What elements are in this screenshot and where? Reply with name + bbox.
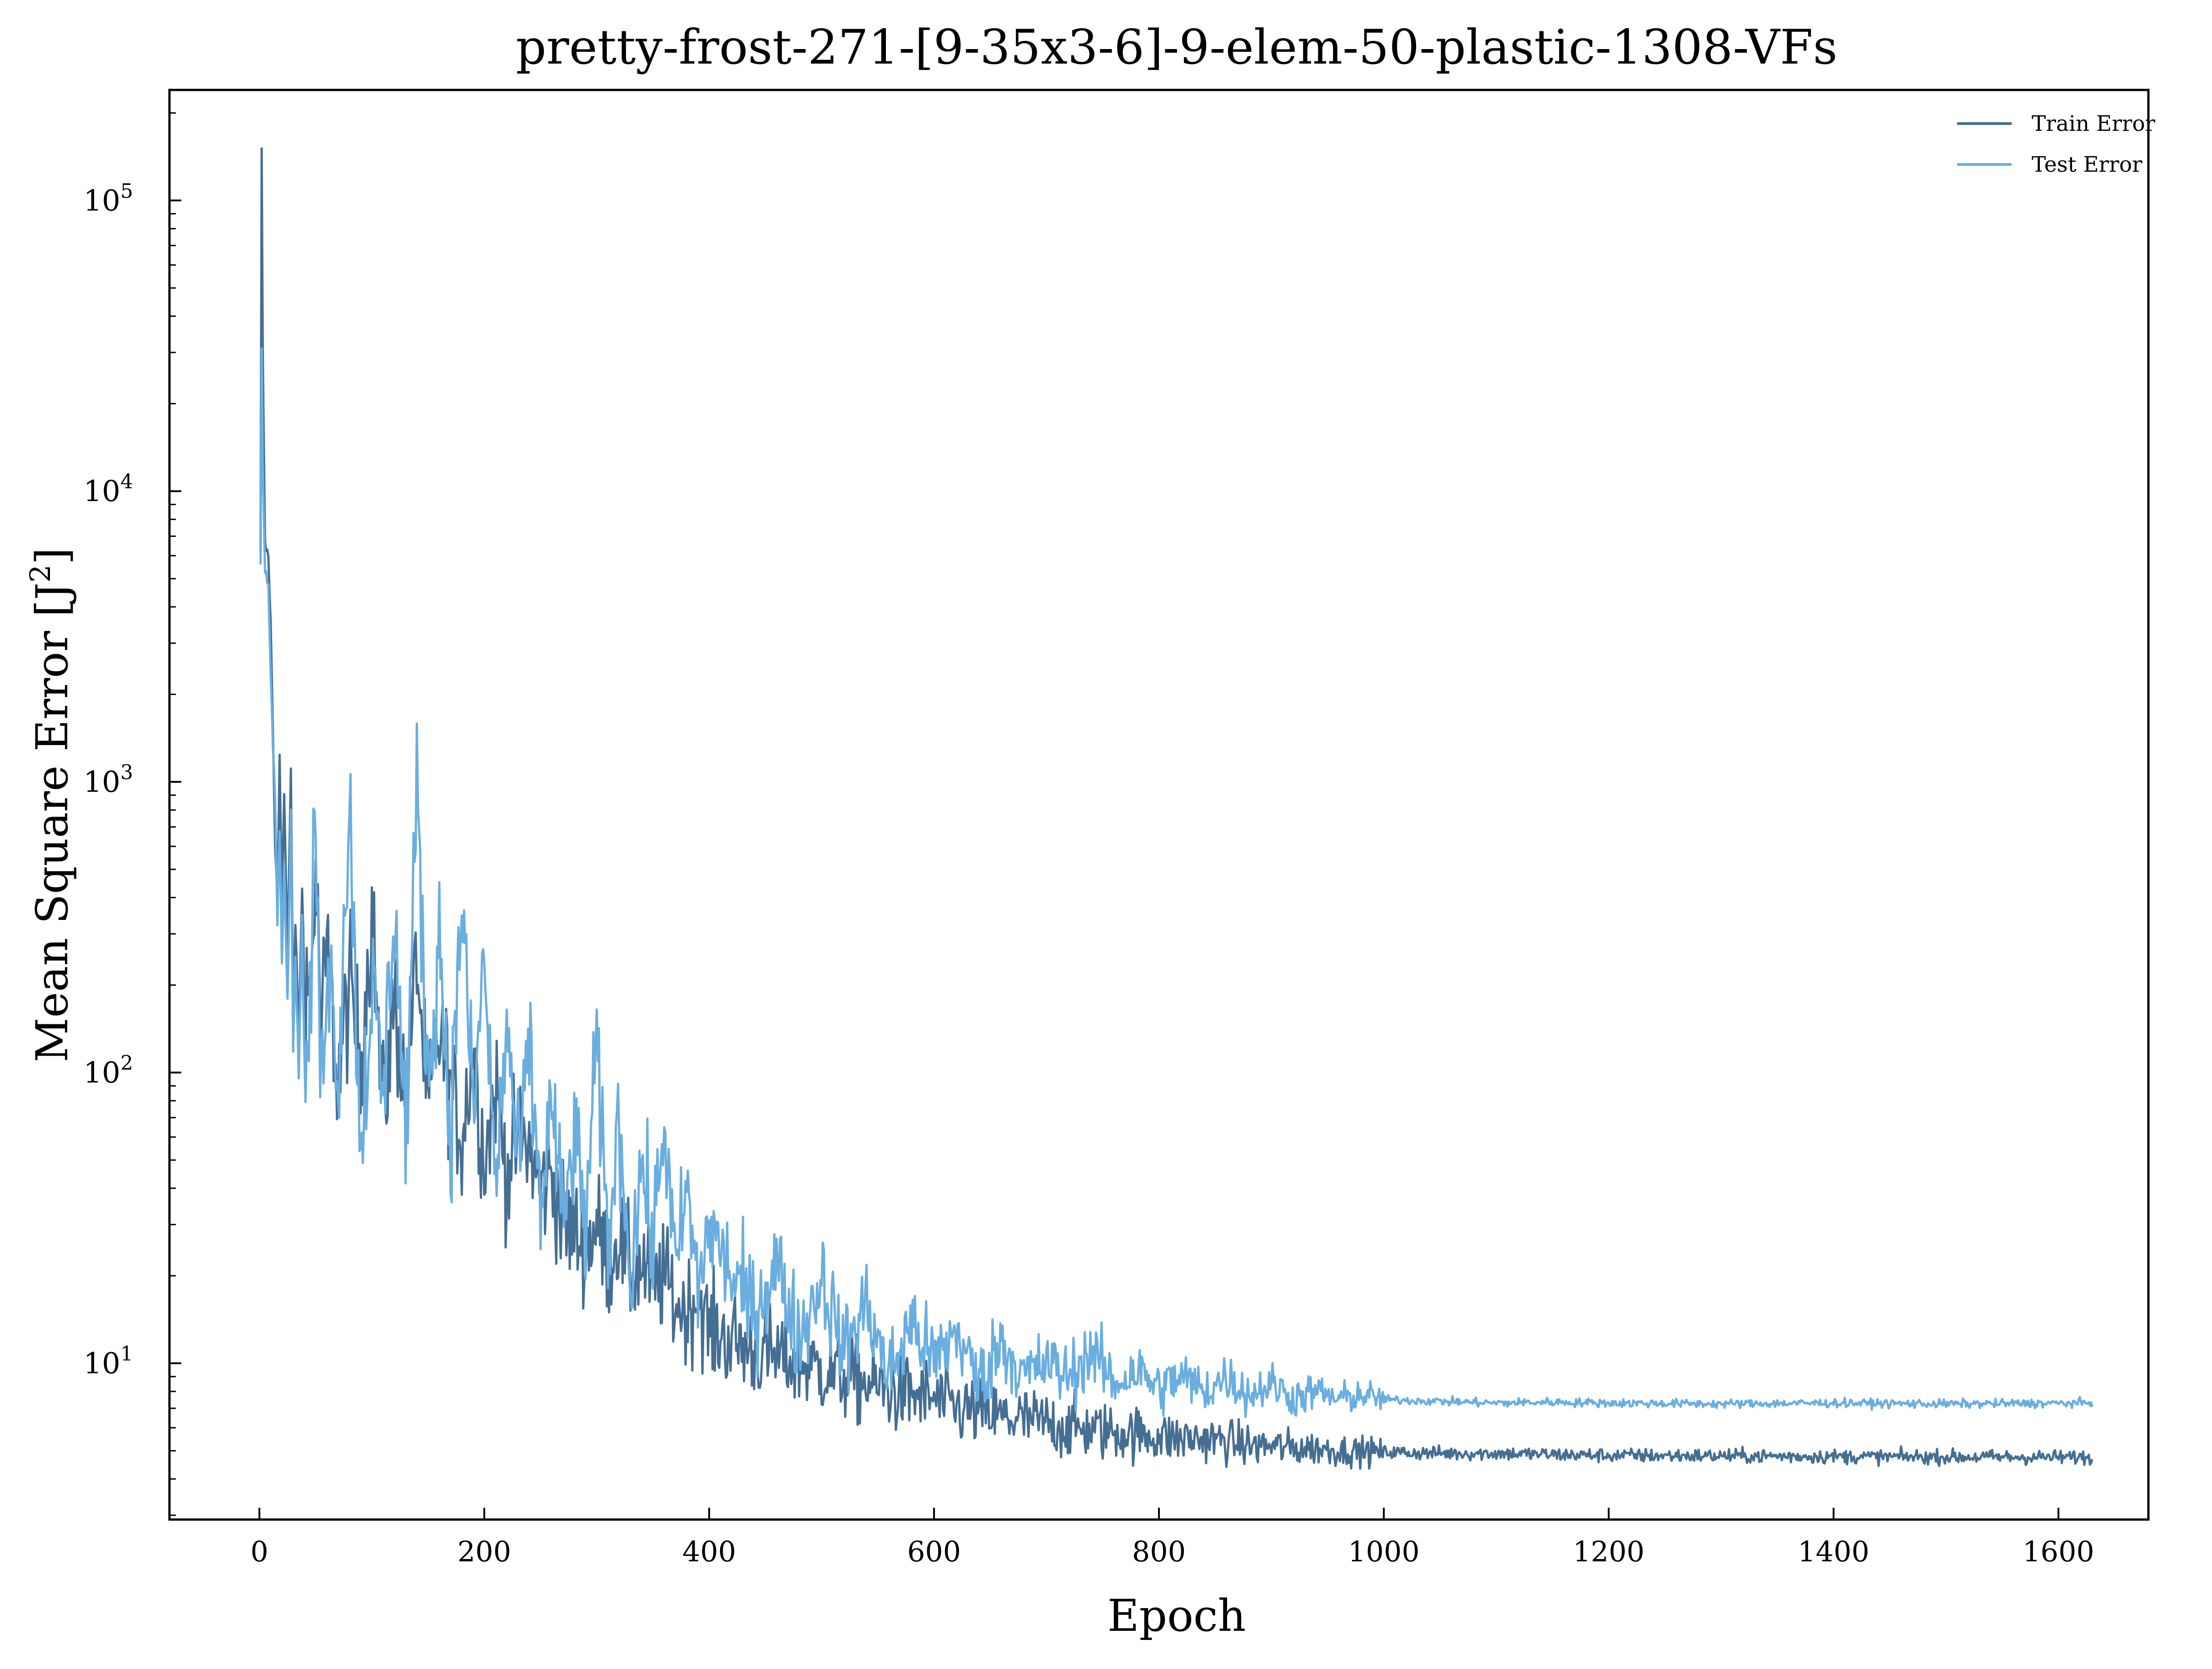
y-tick-label: 103 [84,761,133,799]
y-tick-label: 105 [84,179,133,218]
series-layer [259,147,2093,1470]
x-tick-label: 800 [1132,1535,1186,1568]
x-tick-label: 600 [907,1535,961,1568]
y-tick-label: 102 [84,1052,133,1090]
x-tick-label: 1000 [1348,1535,1420,1568]
series-line-test-error [259,347,2093,1418]
series-line-train-error [259,147,2093,1470]
y-tick-label: 101 [84,1342,133,1381]
y-tick-label: 104 [84,470,133,508]
legend: Train Error Test Error [1957,111,2156,177]
legend-label-test-error: Test Error [2032,152,2142,177]
y-axis-label-superscript: 2 [24,565,57,582]
x-axis-label: Epoch [1108,1590,1246,1641]
x-tick-label: 1200 [1573,1535,1645,1568]
legend-label-train-error: Train Error [2032,111,2156,136]
x-tick-label: 1600 [2023,1535,2094,1568]
y-axis-label: Mean Square Error [J2] [24,547,78,1062]
chart-title: pretty-frost-271-[9-35x3-6]-9-elem-50-pl… [516,20,1837,75]
x-tick-label: 0 [250,1535,268,1568]
x-tick-label: 400 [682,1535,736,1568]
x-tick-label: 1400 [1798,1535,1869,1568]
y-axis-label-text: Mean Square Error [J [27,582,78,1062]
axes-layer: 0 200 400 600 800 1000 1200 1400 1600 101 102 103 10… [84,112,2094,1568]
y-axis-label-end: ] [27,547,78,564]
x-tick-label: 200 [457,1535,511,1568]
